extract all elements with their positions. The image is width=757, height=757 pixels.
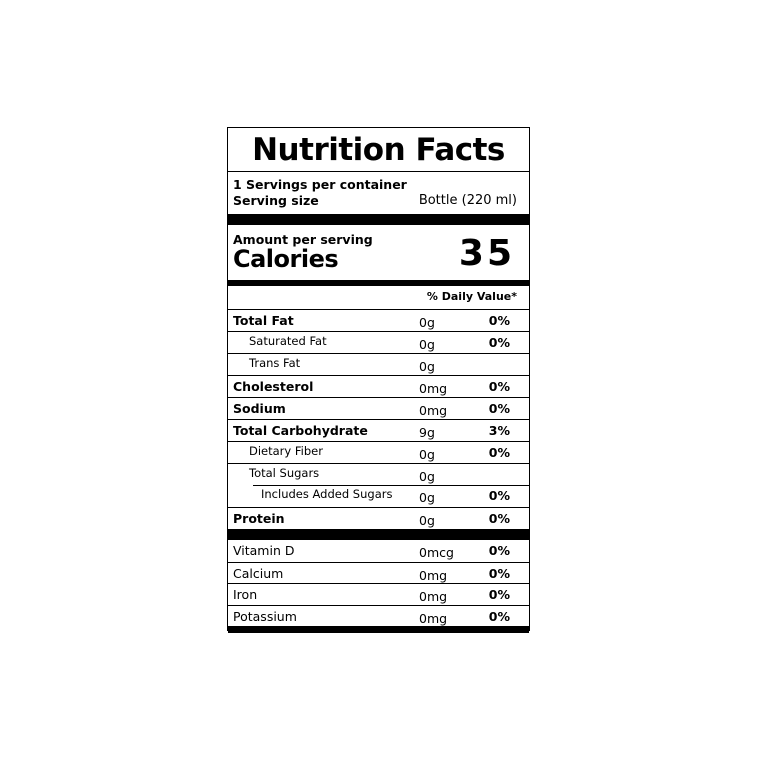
nutrient-name: Vitamin D	[233, 543, 295, 558]
nutrient-row: Vitamin D 0mcg 0%	[228, 540, 529, 561]
nutrient-row: Calcium 0mg 0%	[228, 561, 529, 584]
nutrient-daily-value: 0%	[488, 445, 510, 460]
nutrient-amount: 0mg	[419, 403, 448, 418]
nutrient-daily-value: 0%	[488, 565, 510, 581]
nutrition-facts-label: Nutrition Facts 1 Servings per container…	[227, 127, 530, 633]
nutrient-row: Total Sugars 0g	[228, 463, 529, 485]
calories-label: Calories	[233, 245, 339, 273]
nutrient-name: Includes Added Sugars	[261, 487, 393, 501]
serving-size-label: Serving size	[233, 193, 319, 208]
nutrient-amount: 0mg	[419, 610, 448, 626]
bottom-divider	[228, 626, 529, 633]
nutrient-row: Total Carbohydrate 9g 3%	[228, 419, 529, 441]
nutrient-row: Saturated Fat 0g 0%	[228, 331, 529, 353]
nutrient-name: Saturated Fat	[249, 334, 327, 348]
medium-divider	[228, 280, 529, 286]
nutrient-name: Sodium	[233, 401, 286, 416]
nutrient-row: Includes Added Sugars 0g 0%	[228, 485, 529, 506]
thick-divider	[228, 214, 529, 225]
nutrient-amount: 0g	[419, 337, 435, 352]
thick-divider	[228, 529, 529, 540]
nutrient-row: Trans Fat 0g	[228, 353, 529, 375]
nutrient-amount: 0g	[419, 490, 435, 505]
nutrient-daily-value: 0%	[488, 543, 510, 558]
nutrient-name: Total Fat	[233, 313, 294, 328]
nutrient-amount: 0mcg	[419, 545, 454, 560]
nutrient-name: Protein	[233, 511, 285, 526]
nutrient-row: Protein 0g 0%	[228, 507, 529, 529]
nutrient-name: Iron	[233, 587, 258, 602]
nutrient-daily-value: 0%	[488, 401, 510, 416]
nutrient-daily-value: 0%	[488, 335, 510, 350]
nutrient-daily-value: 0%	[488, 379, 510, 394]
calories-value: 35	[458, 233, 515, 274]
nutrient-amount: 0mg	[419, 567, 448, 583]
nutrient-amount: 0g	[419, 315, 435, 330]
nutrient-daily-value: 0%	[488, 313, 510, 328]
nutrient-amount: 0g	[419, 513, 435, 528]
nutrient-amount: 0mg	[419, 589, 448, 604]
nutrient-daily-value: 0%	[488, 488, 510, 503]
nutrient-daily-value: 0%	[488, 587, 510, 602]
nutrient-row: Iron 0mg 0%	[228, 583, 529, 605]
daily-value-header: % Daily Value*	[426, 290, 517, 303]
amount-per-serving: Amount per serving	[233, 232, 373, 247]
nutrient-row: Total Fat 0g 0%	[228, 309, 529, 331]
nutrient-name: Total Carbohydrate	[233, 423, 368, 438]
nutrient-daily-value: 3%	[488, 423, 510, 438]
nutrient-daily-value: 0%	[488, 511, 510, 526]
nutrient-name: Dietary Fiber	[249, 444, 323, 458]
nutrient-name: Cholesterol	[233, 379, 314, 394]
nutrient-name: Calcium	[233, 565, 284, 581]
nutrient-row: Potassium 0mg 0%	[228, 604, 529, 627]
servings-per-container: 1 Servings per container	[233, 177, 407, 192]
nutrient-row: Sodium 0mg 0%	[228, 397, 529, 419]
label-title: Nutrition Facts	[228, 128, 529, 172]
nutrient-name: Total Sugars	[249, 466, 320, 480]
nutrient-row: Dietary Fiber 0g 0%	[228, 441, 529, 463]
nutrient-amount: 0g	[419, 359, 435, 374]
nutrient-name: Potassium	[233, 608, 297, 624]
nutrient-row: Cholesterol 0mg 0%	[228, 375, 529, 397]
serving-size-value: Bottle (220 ml)	[418, 193, 517, 208]
nutrient-amount: 0g	[419, 469, 435, 484]
nutrient-name: Trans Fat	[249, 356, 301, 370]
nutrient-amount: 0mg	[419, 381, 448, 396]
nutrient-amount: 9g	[419, 425, 435, 440]
nutrient-daily-value: 0%	[488, 608, 510, 624]
nutrient-amount: 0g	[419, 447, 435, 462]
